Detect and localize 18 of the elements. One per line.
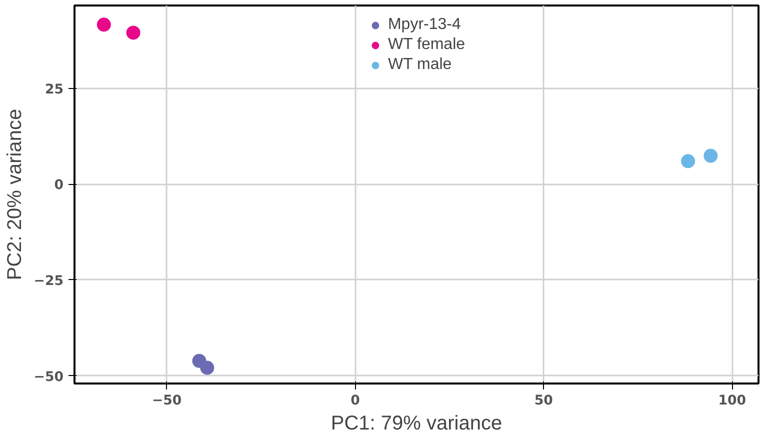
x-tick-label: −50 [152, 394, 182, 408]
y-tick-label: −25 [34, 274, 64, 289]
y-tick-label: 0 [54, 178, 64, 194]
x-tick-label: 100 [718, 394, 746, 408]
legend-label: WT female [388, 36, 466, 54]
point [704, 148, 718, 163]
x-tick-label: 50 [534, 394, 553, 408]
legend-label: WT male [388, 56, 452, 74]
x-axis-title: PC1: 79% variance [330, 412, 502, 434]
y-axis-title: PC2: 20% variance [4, 108, 26, 280]
x-tick-label: 0 [350, 394, 360, 408]
legend-label: Mpyr-13-4 [388, 16, 461, 34]
point [96, 18, 111, 32]
y-tick-label: −50 [34, 370, 64, 385]
point [681, 154, 696, 168]
y-tick-label: 25 [44, 82, 64, 98]
point [126, 26, 140, 40]
point [200, 360, 214, 375]
